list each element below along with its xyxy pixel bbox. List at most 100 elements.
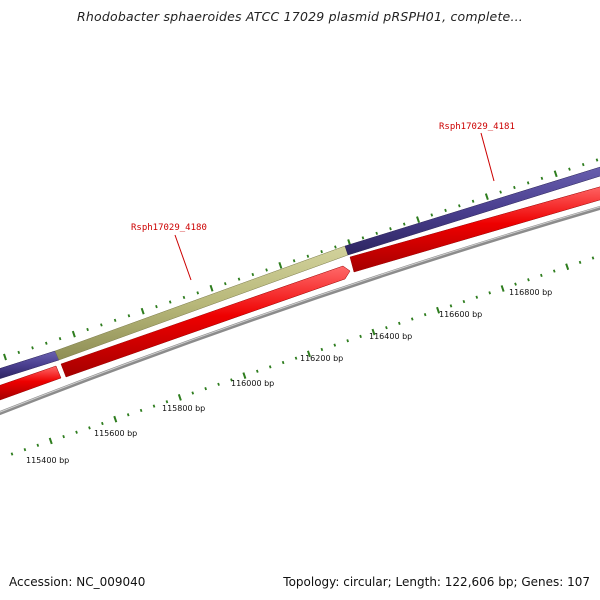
inner-tick	[256, 369, 259, 373]
outer-tick	[430, 213, 434, 217]
inner-tick	[449, 304, 453, 308]
outer-tick	[389, 227, 392, 231]
gene-red-left[interactable]	[0, 365, 62, 401]
inner-tick	[514, 282, 517, 286]
inner-tick	[204, 387, 207, 391]
inner-tick	[281, 360, 285, 365]
inner-tick	[217, 382, 220, 386]
inner-tick	[306, 350, 311, 358]
inner-tick	[359, 334, 362, 339]
inner-tick	[333, 343, 337, 347]
inner-tick	[10, 452, 14, 456]
gene-label-rsph17029-4181[interactable]: Rsph17029_4181	[439, 122, 515, 132]
inner-tick	[152, 404, 156, 408]
inner-tick	[75, 430, 78, 434]
outer-tick	[196, 291, 200, 295]
outer-tick-marks	[3, 158, 599, 361]
forward-strand-track	[0, 164, 600, 379]
inner-tick	[242, 372, 247, 379]
outer-tick	[140, 307, 145, 315]
gene-red-middle[interactable]	[60, 265, 351, 378]
outer-tick	[17, 350, 21, 355]
inner-tick	[139, 408, 143, 413]
inner-tick	[113, 415, 118, 423]
inner-tick	[371, 328, 376, 336]
outer-tick	[458, 204, 461, 208]
ruler-label: 115400 bp	[26, 456, 69, 465]
outer-tick	[223, 282, 227, 286]
outer-tick	[581, 162, 585, 167]
sequence-backbone-highlight	[0, 206, 600, 413]
inner-tick-marks	[10, 256, 595, 456]
outer-tick	[113, 318, 117, 322]
inner-tick	[436, 306, 441, 314]
inner-tick	[423, 313, 427, 317]
inner-tick	[500, 285, 505, 292]
outer-tick	[31, 346, 34, 350]
outer-tick	[334, 245, 337, 249]
outer-tick	[444, 208, 447, 213]
outer-tick	[513, 185, 516, 190]
outer-tick	[540, 176, 544, 180]
outer-tick	[58, 337, 62, 341]
outer-tick	[416, 216, 420, 223]
inner-tick	[88, 426, 91, 430]
inner-tick	[527, 278, 530, 282]
ruler-label: 116400 bp	[369, 332, 412, 341]
gene-label-leader	[480, 132, 495, 182]
inner-tick	[346, 339, 349, 343]
inner-tick	[591, 256, 595, 260]
map-title: Rhodobacter sphaeroides ATCC 17029 plasm…	[77, 9, 523, 24]
outer-tick	[292, 259, 296, 263]
ruler-label: 115600 bp	[94, 429, 137, 438]
outer-tick	[306, 254, 310, 258]
inner-tick	[268, 365, 272, 369]
outer-tick	[127, 314, 131, 318]
gene-label-rsph17029-4180[interactable]: Rsph17029_4180	[131, 223, 207, 233]
outer-tick	[595, 158, 599, 162]
outer-tick	[86, 327, 89, 332]
inner-tick	[230, 378, 233, 382]
ruler-labels: 115400 bp 115600 bp 115800 bp 116000 bp …	[26, 288, 552, 465]
outer-tick	[265, 268, 268, 272]
inner-tick	[177, 394, 182, 401]
ruler-label: 116200 bp	[300, 354, 343, 363]
outer-tick	[375, 231, 379, 235]
outer-tick	[3, 353, 7, 361]
outer-tick	[71, 330, 76, 338]
outer-tick	[278, 262, 283, 269]
outer-tick	[182, 295, 186, 300]
outer-tick	[553, 170, 558, 178]
outer-tick	[471, 199, 475, 203]
outer-tick	[499, 190, 502, 194]
inner-tick	[101, 421, 104, 426]
outer-tick	[568, 167, 571, 171]
inner-tick	[488, 291, 492, 295]
inner-tick	[23, 448, 27, 452]
ruler-label: 116600 bp	[439, 310, 482, 319]
gene-label-group: Rsph17029_4180 Rsph17029_4181	[131, 122, 515, 281]
outer-tick	[402, 222, 406, 226]
ruler-label: 116000 bp	[231, 379, 274, 388]
outer-tick	[484, 193, 489, 201]
outer-tick	[251, 272, 255, 277]
ruler-label: 116800 bp	[509, 288, 552, 297]
inner-tick	[475, 295, 479, 299]
outer-tick	[320, 250, 323, 254]
inner-tick	[126, 413, 130, 417]
outer-tick	[100, 323, 103, 327]
inner-tick	[552, 269, 556, 273]
gene-rsph17029-4181[interactable]	[344, 164, 600, 256]
inner-tick	[578, 260, 582, 264]
outer-tick	[155, 304, 158, 309]
inner-tick	[165, 400, 169, 404]
reverse-strand-track	[0, 184, 600, 401]
gene-red-right[interactable]	[349, 184, 600, 273]
inner-tick	[191, 391, 195, 395]
inner-tick	[36, 443, 40, 447]
gene-label-leader	[174, 234, 192, 281]
topology-summary: Topology: circular; Length: 122,606 bp; …	[283, 575, 590, 589]
inner-tick	[540, 273, 543, 278]
outer-tick	[45, 341, 48, 345]
